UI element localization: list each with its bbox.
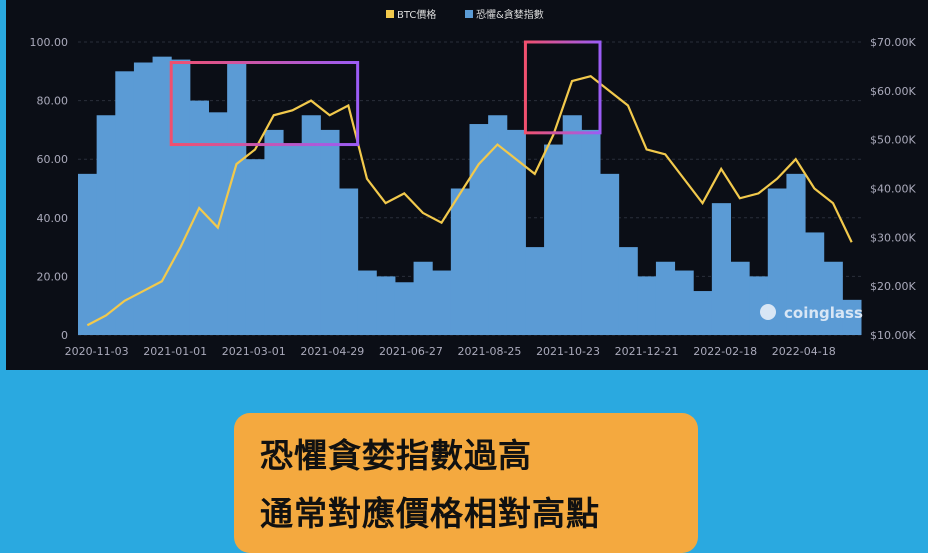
fear-greed-bar [618,247,638,335]
y-right-tick: $70.00K [870,36,916,49]
caption-line-2: 通常對應價格相對高點 [260,494,600,533]
x-tick: 2021-06-27 [379,345,443,358]
fear-greed-bar [749,276,769,335]
fear-greed-bar [805,232,825,335]
fear-greed-bar [78,173,98,335]
fear-greed-bar [133,62,154,335]
fear-greed-bar [394,282,415,335]
fear-greed-bar [469,124,489,335]
chart-panel: 0 20.00 40.00 60.00 80.00 100.00 $10.00K $20.00… [6,0,928,370]
y-right-tick: $50.00K [870,134,916,147]
x-tick: 2021-03-01 [222,345,286,358]
x-tick: 2021-01-01 [143,345,207,358]
x-tick: 2021-12-21 [615,345,679,358]
fear-greed-bar [115,71,135,336]
y-right-tick: $30.00K [870,231,916,244]
y-right-tick: $60.00K [870,85,916,98]
fear-greed-bar [189,100,209,335]
legend-label: BTC價格 [397,8,436,21]
y-left-tick: 0 [61,329,68,342]
y-right-tick: $20.00K [870,280,916,293]
y-left-tick: 40.00 [37,212,69,225]
fear-greed-bar [600,173,620,335]
fear-greed-bar [730,261,750,335]
btc-price-line [86,74,853,327]
fear-greed-bar [562,115,582,335]
legend-label: 恐懼&貪婪指數 [476,8,544,21]
fear-greed-bar [264,129,284,335]
y-right-tick: $40.00K [870,183,916,196]
y-left-tick: 100.00 [30,36,69,49]
fear-greed-bar [301,115,321,335]
fear-greed-bar [376,276,396,335]
fear-greed-bar [488,115,508,335]
fear-greed-bar [245,159,265,335]
x-tick: 2021-04-29 [300,345,364,358]
legend-swatch [386,10,394,18]
fear-greed-bar [339,188,359,335]
y-left-tick: 20.00 [37,270,69,283]
fear-greed-bar [674,270,694,335]
fear-greed-bar [432,270,452,335]
x-tick: 2020-11-03 [65,345,129,358]
x-tick: 2021-08-25 [458,345,522,358]
legend-swatch [465,10,473,18]
fear-greed-bar [450,188,470,335]
fear-greed-bar [767,188,787,335]
fear-greed-bar [842,299,862,335]
chart: 0 20.00 40.00 60.00 80.00 100.00 $10.00K $20.00… [30,8,917,358]
fear-greed-bar [637,276,657,335]
fear-greed-bar [823,261,843,335]
watermark: coinglass [784,304,863,322]
fear-greed-bar [96,115,116,335]
fear-greed-bar [227,62,247,335]
fear-greed-bar [506,129,526,335]
fear-greed-bar [320,129,340,335]
x-tick: 2022-02-18 [693,345,757,358]
fear-greed-bar [413,261,433,335]
fear-greed-bar [525,247,545,335]
coinglass-logo-icon [760,304,776,320]
caption-box: 恐懼貪婪指數過高 通常對應價格相對高點 [234,413,698,553]
highlight-box [523,40,602,135]
caption-line-1: 恐懼貪婪指數過高 [260,436,532,475]
fear-greed-bar [581,129,601,335]
x-tick: 2021-10-23 [536,345,600,358]
y-left-tick: 60.00 [37,153,69,166]
fear-greed-bar [786,173,806,335]
fear-greed-bar [171,59,191,335]
y-left-tick: 80.00 [37,95,69,108]
highlight-box [169,61,360,147]
x-tick: 2022-04-18 [772,345,836,358]
fear-greed-bar [655,261,676,335]
fear-greed-bar [544,144,564,335]
fear-greed-bar [152,56,172,336]
fear-greed-bar [283,144,303,335]
fear-greed-bar [711,203,731,335]
fear-greed-bar [693,291,713,335]
y-right-tick: $10.00K [870,329,916,342]
fear-greed-bar [357,270,377,335]
